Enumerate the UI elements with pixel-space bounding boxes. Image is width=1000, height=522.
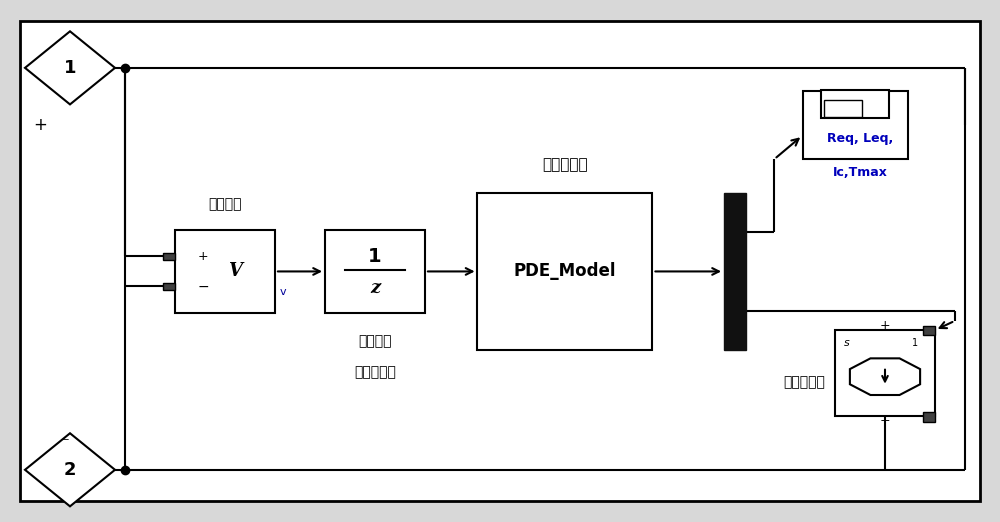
Text: ‾: ‾ [62,438,68,449]
Text: 1: 1 [64,59,76,77]
Bar [724,193,746,350]
Text: +: + [33,116,47,134]
Text: Ic,Tmax: Ic,Tmax [833,166,887,179]
Polygon shape [25,31,115,104]
Text: 受控电流源: 受控电流源 [783,375,825,389]
Text: z: z [370,279,380,297]
Bar [163,283,175,290]
Text: PDE_Model: PDE_Model [514,263,616,280]
Bar [163,253,175,259]
Text: +: + [880,319,890,333]
Text: 2: 2 [64,461,76,479]
Text: Req, Leq,: Req, Leq, [827,132,893,145]
Text: V: V [228,263,242,280]
Bar [923,412,935,422]
Text: +: + [198,250,208,263]
Bar [802,91,908,159]
Bar [325,230,425,313]
Text: s: s [844,338,850,348]
Text: 迟滞模块: 迟滞模块 [358,334,392,348]
Text: 1: 1 [368,247,382,266]
Bar [923,326,935,336]
Bar [478,193,652,350]
Bar [824,100,862,117]
Polygon shape [25,433,115,506]
Text: 1: 1 [912,338,918,348]
Text: 消除代数环: 消除代数环 [354,365,396,379]
Text: 电压测量: 电压测量 [208,197,242,211]
Text: −: − [197,279,209,293]
Bar [175,230,275,313]
Bar [821,90,889,118]
Bar [835,330,935,417]
Text: +: + [880,414,890,427]
Text: v: v [280,287,287,298]
Polygon shape [850,358,920,395]
Text: 有限元模型: 有限元模型 [542,157,588,172]
